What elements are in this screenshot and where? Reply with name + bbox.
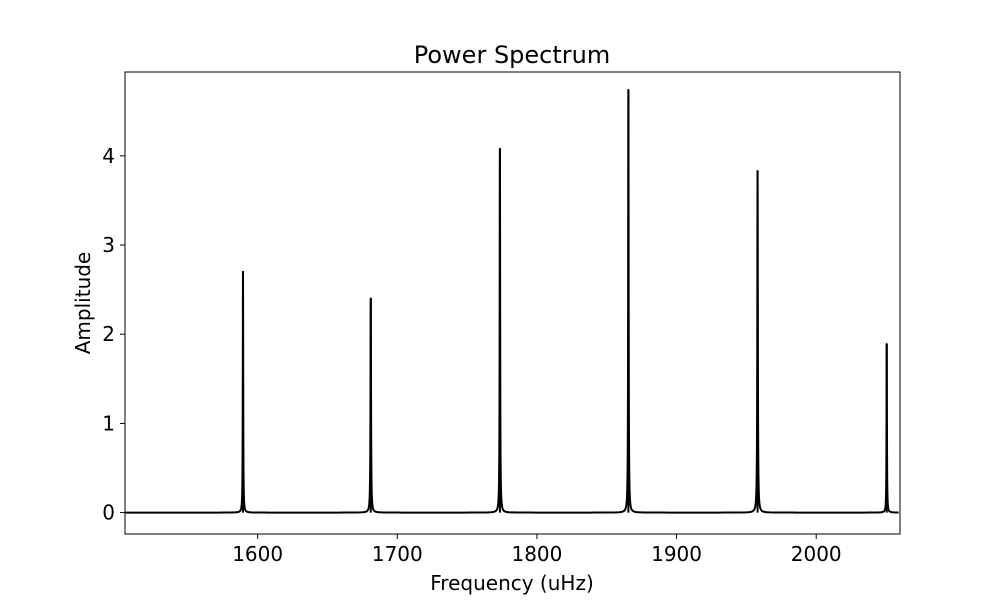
x-tick-label: 1600	[232, 542, 283, 566]
y-axis-label: Amplitude	[71, 252, 95, 355]
plot-area	[125, 88, 899, 514]
x-axis-ticks: 1600 1700 1800 1900 2000	[232, 534, 842, 566]
spectrum-line	[125, 88, 899, 514]
y-tick-label: 0	[102, 501, 115, 525]
x-tick-label: 2000	[791, 542, 842, 566]
x-tick-label: 1900	[651, 542, 702, 566]
axes-frame	[124, 71, 901, 535]
y-tick-label: 1	[102, 411, 115, 435]
y-tick-label: 3	[102, 233, 115, 257]
y-axis-ticks: 0 1 2 3 4	[102, 144, 125, 525]
y-tick-label: 4	[102, 144, 115, 168]
x-tick-label: 1700	[372, 542, 423, 566]
x-axis-label: Frequency (uHz)	[430, 571, 594, 595]
x-tick-label: 1800	[511, 542, 562, 566]
y-tick-label: 2	[102, 322, 115, 346]
chart-title: Power Spectrum	[414, 41, 611, 69]
